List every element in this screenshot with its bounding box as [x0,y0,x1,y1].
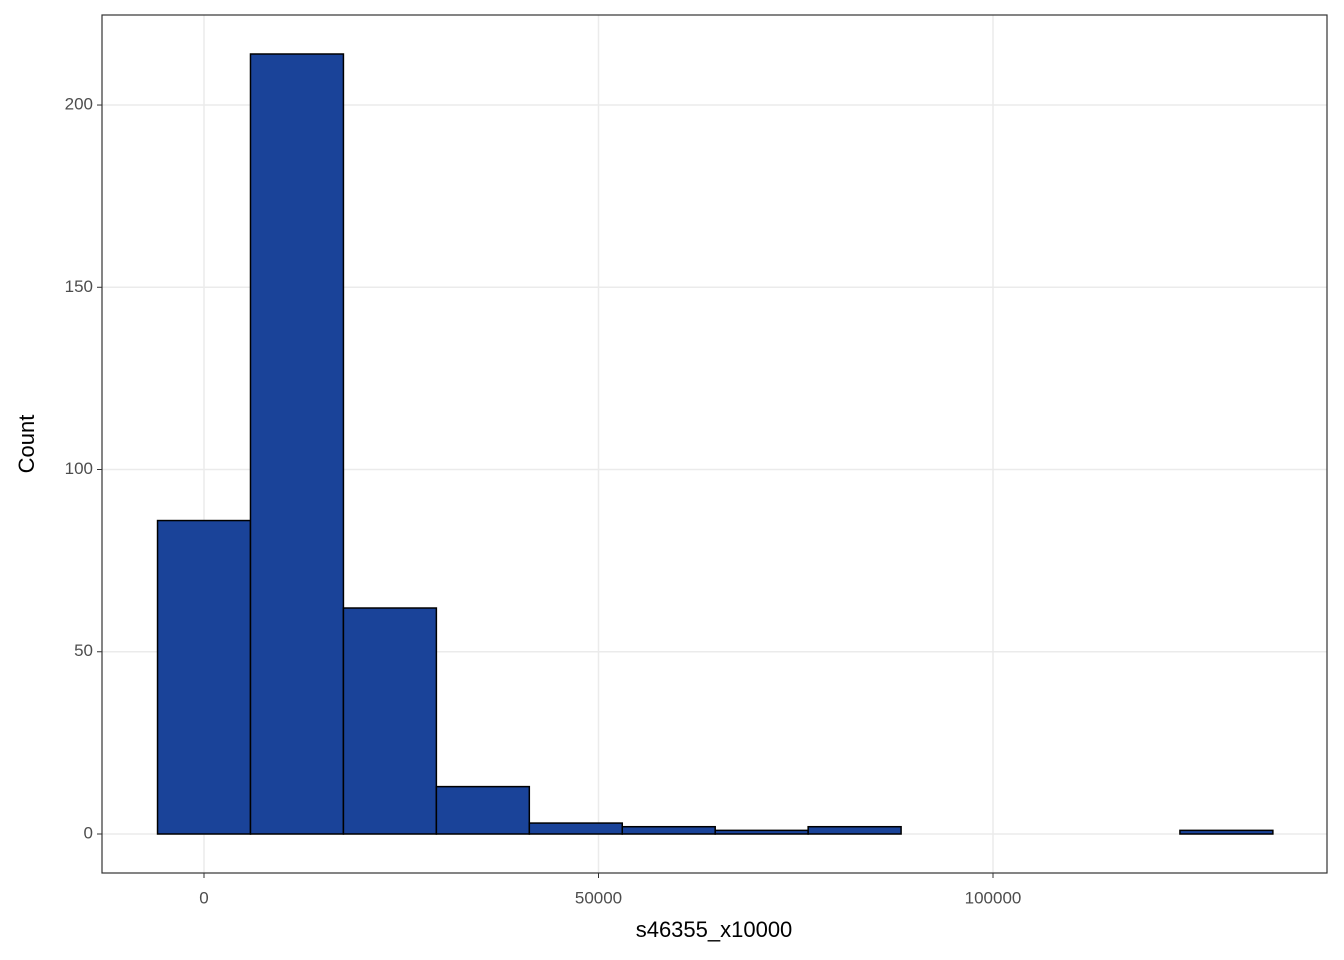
y-tick-label: 100 [65,459,93,478]
y-tick-label: 150 [65,277,93,296]
bar [249,53,345,835]
y-axis-title: Count [14,415,39,474]
bar [156,519,252,835]
x-axis-title: s46355_x10000 [636,917,793,942]
x-tick-label: 100000 [965,888,1022,907]
y-tick-label: 50 [74,641,93,660]
bar [435,785,531,835]
y-tick-label: 200 [65,95,93,114]
panel-border [101,14,1328,874]
x-tick-label: 50000 [575,888,622,907]
y-tick-label: 0 [84,823,93,842]
bar [528,822,624,835]
x-tick-label: 0 [199,888,208,907]
bar [621,825,716,835]
bar [342,607,438,835]
bar [1179,829,1274,835]
bar [807,825,902,835]
bar [714,829,809,835]
